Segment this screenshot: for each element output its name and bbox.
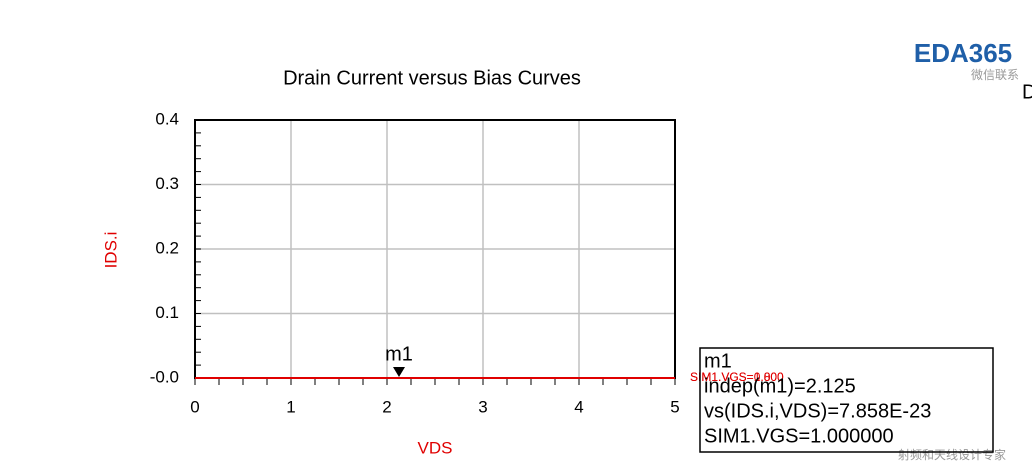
marker-label: m1 bbox=[385, 343, 413, 365]
watermark-edge: D bbox=[1022, 81, 1032, 103]
y-tick-label: 0.4 bbox=[155, 109, 179, 128]
chart-title: Drain Current versus Bias Curves bbox=[283, 67, 581, 89]
marker-readout: vs(IDS.i,VDS)=7.858E-23 bbox=[704, 400, 931, 422]
series-label: SIM1.VGS=0.800 bbox=[690, 370, 784, 384]
y-tick-label: 0.1 bbox=[155, 303, 179, 322]
watermark-contact: 微信联系 bbox=[971, 68, 1019, 82]
y-tick-label: -0.0 bbox=[150, 367, 179, 386]
x-tick-label: 2 bbox=[382, 397, 391, 416]
x-tick-label: 4 bbox=[574, 397, 583, 416]
y-tick-label: 0.3 bbox=[155, 174, 179, 193]
marker-readout: indep(m1)=2.125 bbox=[704, 375, 856, 397]
marker-readout: m1 bbox=[704, 350, 732, 372]
series-label: SIM1.VGS=1.000 bbox=[690, 370, 784, 384]
y-tick-label: 0.2 bbox=[155, 238, 179, 257]
watermark-footer: 射频和天线设计专家 bbox=[898, 447, 1006, 462]
marker bbox=[393, 367, 405, 377]
x-tick-label: 3 bbox=[478, 397, 487, 416]
y-axis-label: IDS.i bbox=[101, 232, 120, 269]
marker-readout-box bbox=[699, 347, 994, 453]
x-tick-label: 5 bbox=[670, 397, 679, 416]
watermark-logo: EDA365 bbox=[914, 38, 1012, 68]
marker-readout: SIM1.VGS=1.000000 bbox=[704, 425, 894, 447]
x-tick-label: 0 bbox=[190, 397, 199, 416]
x-tick-label: 1 bbox=[286, 397, 295, 416]
x-axis-label: VDS bbox=[418, 438, 453, 457]
